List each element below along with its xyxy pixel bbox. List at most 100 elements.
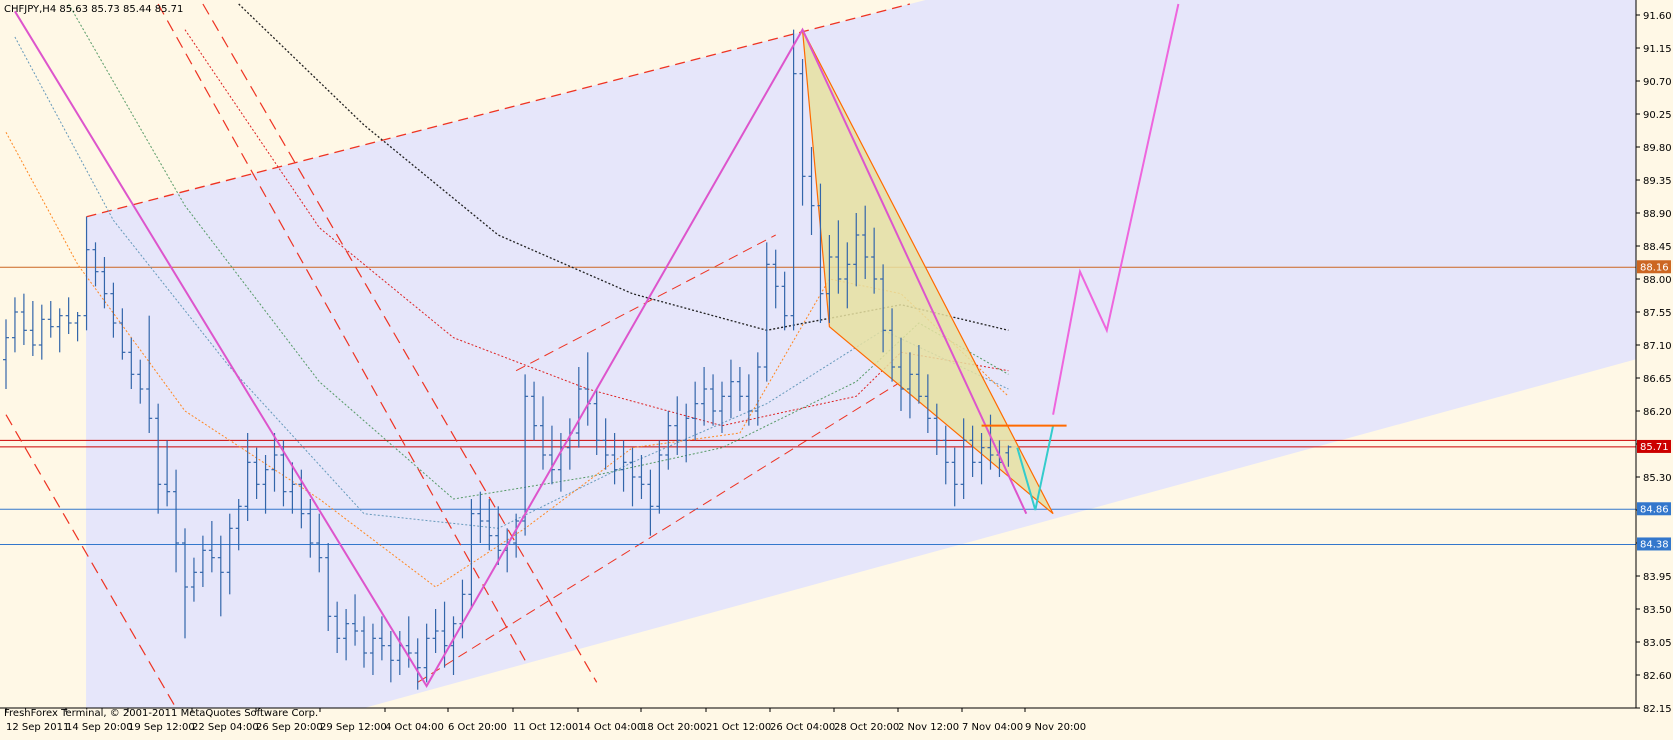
y-tick-label: 87.55	[1643, 308, 1672, 319]
candle	[92, 242, 99, 287]
candle	[656, 440, 663, 514]
x-tick-label: 18 Oct 20:00	[641, 722, 706, 733]
candle	[47, 301, 54, 338]
x-tick-label: 29 Sep 12:00	[320, 722, 387, 733]
candle	[387, 631, 394, 683]
candle	[110, 282, 117, 338]
y-tick-label: 82.60	[1643, 671, 1672, 682]
horizontal-levels	[0, 266, 1636, 545]
candle	[450, 616, 457, 675]
y-tick-label: 90.25	[1643, 110, 1672, 121]
candle	[620, 440, 627, 492]
candle	[119, 308, 126, 360]
candle	[378, 616, 385, 661]
candle	[808, 147, 815, 235]
candle	[513, 513, 520, 558]
candle	[477, 491, 484, 543]
candle	[575, 367, 582, 448]
y-tick-label: 82.15	[1643, 704, 1672, 715]
candle	[951, 447, 958, 507]
candle	[182, 528, 188, 639]
x-tick-label: 2 Nov 12:00	[898, 722, 959, 733]
candle	[772, 249, 779, 309]
candle	[853, 213, 860, 287]
x-tick-label: 11 Oct 12:00	[513, 722, 578, 733]
copyright-text: FreshForex Terminal, © 2001-2011 MetaQuo…	[4, 708, 318, 719]
candle	[674, 396, 681, 455]
y-tick-label: 86.20	[1643, 407, 1672, 418]
candle	[423, 623, 430, 683]
candle	[880, 264, 887, 353]
candle	[217, 535, 224, 617]
x-tick-label: 22 Sep 04:00	[192, 722, 259, 733]
candle	[942, 425, 949, 485]
candle	[960, 418, 967, 499]
candle	[924, 374, 931, 433]
candle	[871, 227, 878, 294]
harmonic-pattern	[801, 29, 1054, 515]
candle	[629, 447, 636, 507]
y-tick-label: 85.30	[1643, 473, 1672, 484]
candle	[906, 352, 913, 419]
candles	[3, 29, 1012, 690]
candle	[369, 623, 376, 675]
candle	[754, 352, 761, 426]
y-tick-label: 91.60	[1643, 11, 1672, 22]
candle	[307, 499, 314, 558]
x-tick-label: 14 Sep 20:00	[66, 722, 133, 733]
price-badge-label: 85.71	[1640, 442, 1669, 453]
candle	[1005, 445, 1012, 467]
y-tick-label: 89.80	[1643, 143, 1672, 154]
projection-layer	[981, 3, 1180, 511]
candle	[352, 594, 359, 646]
candle	[817, 183, 824, 323]
candle	[826, 235, 833, 323]
candle	[638, 455, 645, 499]
candle	[101, 257, 108, 309]
y-tick-label: 83.05	[1643, 638, 1672, 649]
candle	[486, 499, 493, 551]
candle	[343, 609, 350, 661]
y-tick-label: 91.15	[1643, 44, 1672, 55]
candle	[522, 374, 529, 536]
candle	[540, 396, 546, 470]
candle	[710, 374, 717, 426]
candle	[262, 455, 269, 514]
dashed-diagonal-1	[202, 3, 598, 683]
candle	[495, 506, 502, 565]
candle	[432, 609, 439, 653]
y-tick-label: 87.10	[1643, 341, 1672, 352]
channel-upper-line	[86, 3, 911, 218]
candle	[3, 319, 9, 389]
candle	[361, 616, 367, 668]
candle	[289, 462, 296, 514]
candle	[83, 216, 90, 331]
candle	[915, 345, 922, 404]
candle	[20, 293, 27, 345]
candle	[969, 425, 976, 477]
candle	[155, 403, 162, 514]
candle	[11, 297, 18, 353]
zigzag-line	[14, 10, 1028, 688]
candle	[602, 418, 609, 470]
candle	[745, 374, 752, 426]
candle	[763, 242, 770, 382]
candle	[65, 297, 72, 334]
y-tick-label: 88.00	[1643, 275, 1672, 286]
candle	[226, 513, 233, 595]
x-tick-label: 28 Oct 20:00	[834, 722, 899, 733]
x-tick-label: 4 Oct 04:00	[385, 722, 444, 733]
candle	[889, 308, 896, 382]
candle	[933, 403, 940, 455]
candle	[790, 29, 797, 331]
candle	[468, 499, 475, 609]
zigzag-layer	[14, 10, 1028, 688]
x-tick-label: 26 Oct 04:00	[770, 722, 835, 733]
price-badge-label: 88.16	[1640, 262, 1669, 273]
price-badge	[1637, 260, 1671, 274]
candle	[736, 367, 743, 411]
candle	[253, 447, 260, 499]
candle	[611, 433, 618, 485]
